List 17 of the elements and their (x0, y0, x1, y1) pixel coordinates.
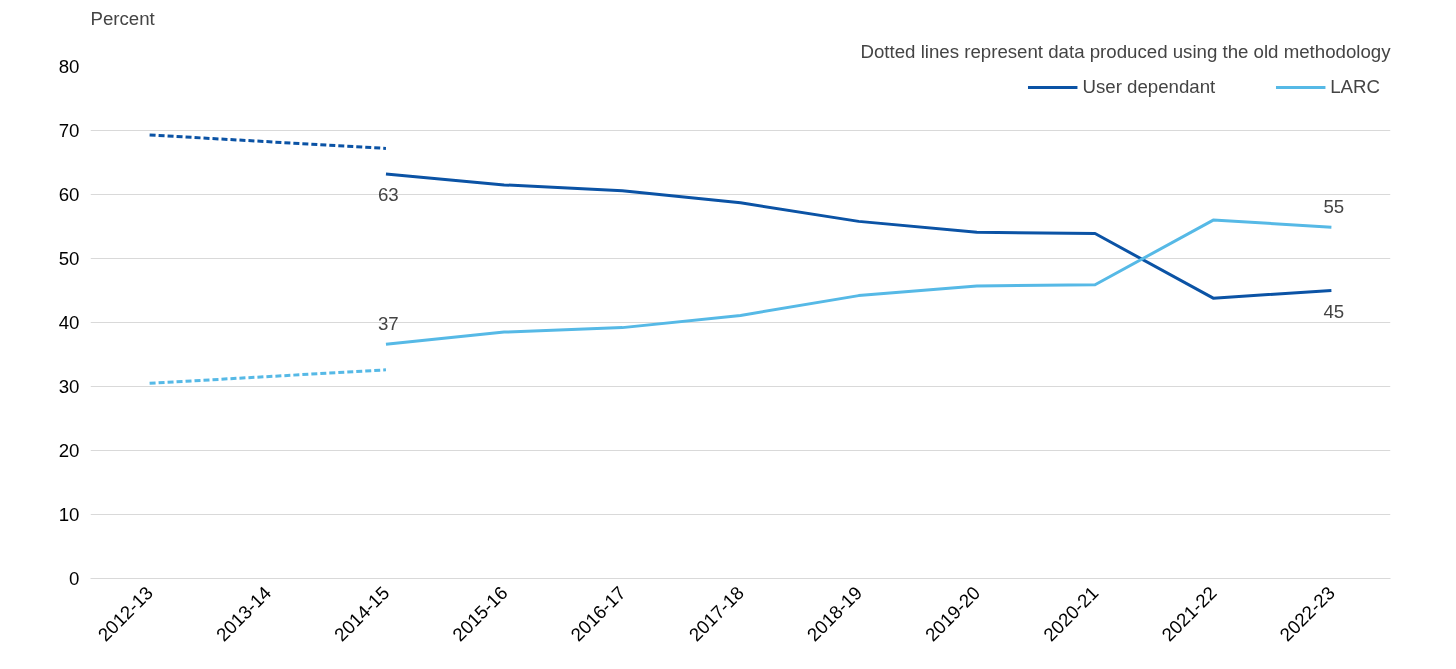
y-tick-label: 30 (58, 376, 80, 397)
legend-label: LARC (1330, 76, 1380, 98)
legend-label: User dependant (1082, 76, 1216, 98)
data-label: 63 (377, 184, 399, 206)
y-axis-title: Percent (90, 7, 156, 29)
data-label: 55 (1323, 196, 1345, 218)
y-tick-label: 40 (58, 312, 80, 333)
data-label: 37 (377, 313, 399, 335)
y-tick-label: 70 (58, 120, 80, 141)
y-tick-label: 0 (69, 568, 80, 589)
data-label: 45 (1323, 300, 1345, 322)
y-tick-label: 50 (58, 248, 80, 269)
y-tick-label: 60 (58, 184, 80, 205)
y-tick-label: 80 (58, 56, 80, 77)
y-tick-label: 20 (58, 440, 80, 461)
text: Dotted lines represent data produced using the old methodology (860, 40, 1392, 62)
y-tick-label: 10 (58, 504, 80, 525)
